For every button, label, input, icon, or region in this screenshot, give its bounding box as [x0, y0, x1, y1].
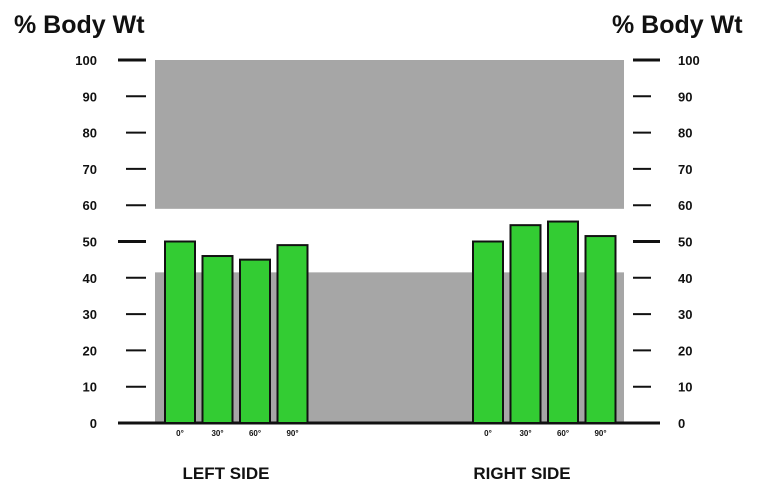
category-label-right-3: 90°: [594, 429, 606, 438]
tick-label-left-90: 90: [83, 89, 97, 104]
bar-left-0: [164, 240, 196, 424]
bar-left-1: [201, 255, 234, 424]
tick-label-right-20: 20: [678, 343, 692, 358]
tick-label-left-80: 80: [83, 126, 97, 141]
tick-label-right-70: 70: [678, 162, 692, 177]
tick-label-right-30: 30: [678, 307, 692, 322]
tick-label-left-30: 30: [83, 307, 97, 322]
tick-label-left-0: 0: [90, 416, 97, 431]
tick-label-left-50: 50: [83, 235, 97, 250]
group-label-right: RIGHT SIDE: [473, 464, 570, 483]
tick-label-left-10: 10: [83, 380, 97, 395]
tick-label-right-50: 50: [678, 235, 692, 250]
bar-right-3: [584, 235, 617, 424]
tick-label-right-80: 80: [678, 126, 692, 141]
y-axis-title-left: % Body Wt: [14, 11, 145, 39]
bar-left-2: [239, 258, 271, 424]
bar-left-3: [276, 244, 309, 424]
group-label-left: LEFT SIDE: [183, 464, 270, 483]
tick-label-left-70: 70: [83, 162, 97, 177]
y-axis-title-right: % Body Wt: [612, 11, 743, 39]
bar-right-1: [509, 224, 542, 424]
labels: % Body Wt % Body Wt 0° 30° 60° 90° LEFT SIDE…: [14, 11, 743, 483]
bars: [164, 220, 617, 424]
category-label-right-1: 30°: [519, 429, 531, 438]
tick-label-left-60: 60: [83, 198, 97, 213]
category-label-left-2: 60°: [249, 429, 261, 438]
tick-label-right-0: 0: [678, 416, 685, 431]
band-1: [155, 60, 624, 209]
category-label-right-0: 0°: [484, 429, 492, 438]
category-label-left-3: 90°: [286, 429, 298, 438]
tick-label-right-90: 90: [678, 89, 692, 104]
tick-label-left-100: 100: [75, 53, 97, 68]
tick-label-right-40: 40: [678, 271, 692, 286]
category-label-left-0: 0°: [176, 429, 184, 438]
category-label-right-2: 60°: [557, 429, 569, 438]
category-label-left-1: 30°: [211, 429, 223, 438]
tick-label-left-40: 40: [83, 271, 97, 286]
bar-right-0: [472, 240, 504, 424]
tick-label-left-20: 20: [83, 343, 97, 358]
y-axis-ticks: 0 0 10 10 20 20 30 30 40 40 50 50 60 60 70 70 80 80 90 90 10…: [75, 53, 699, 431]
tick-label-right-100: 100: [678, 53, 700, 68]
tick-label-right-60: 60: [678, 198, 692, 213]
tick-label-right-10: 10: [678, 380, 692, 395]
bar-right-2: [547, 220, 579, 424]
